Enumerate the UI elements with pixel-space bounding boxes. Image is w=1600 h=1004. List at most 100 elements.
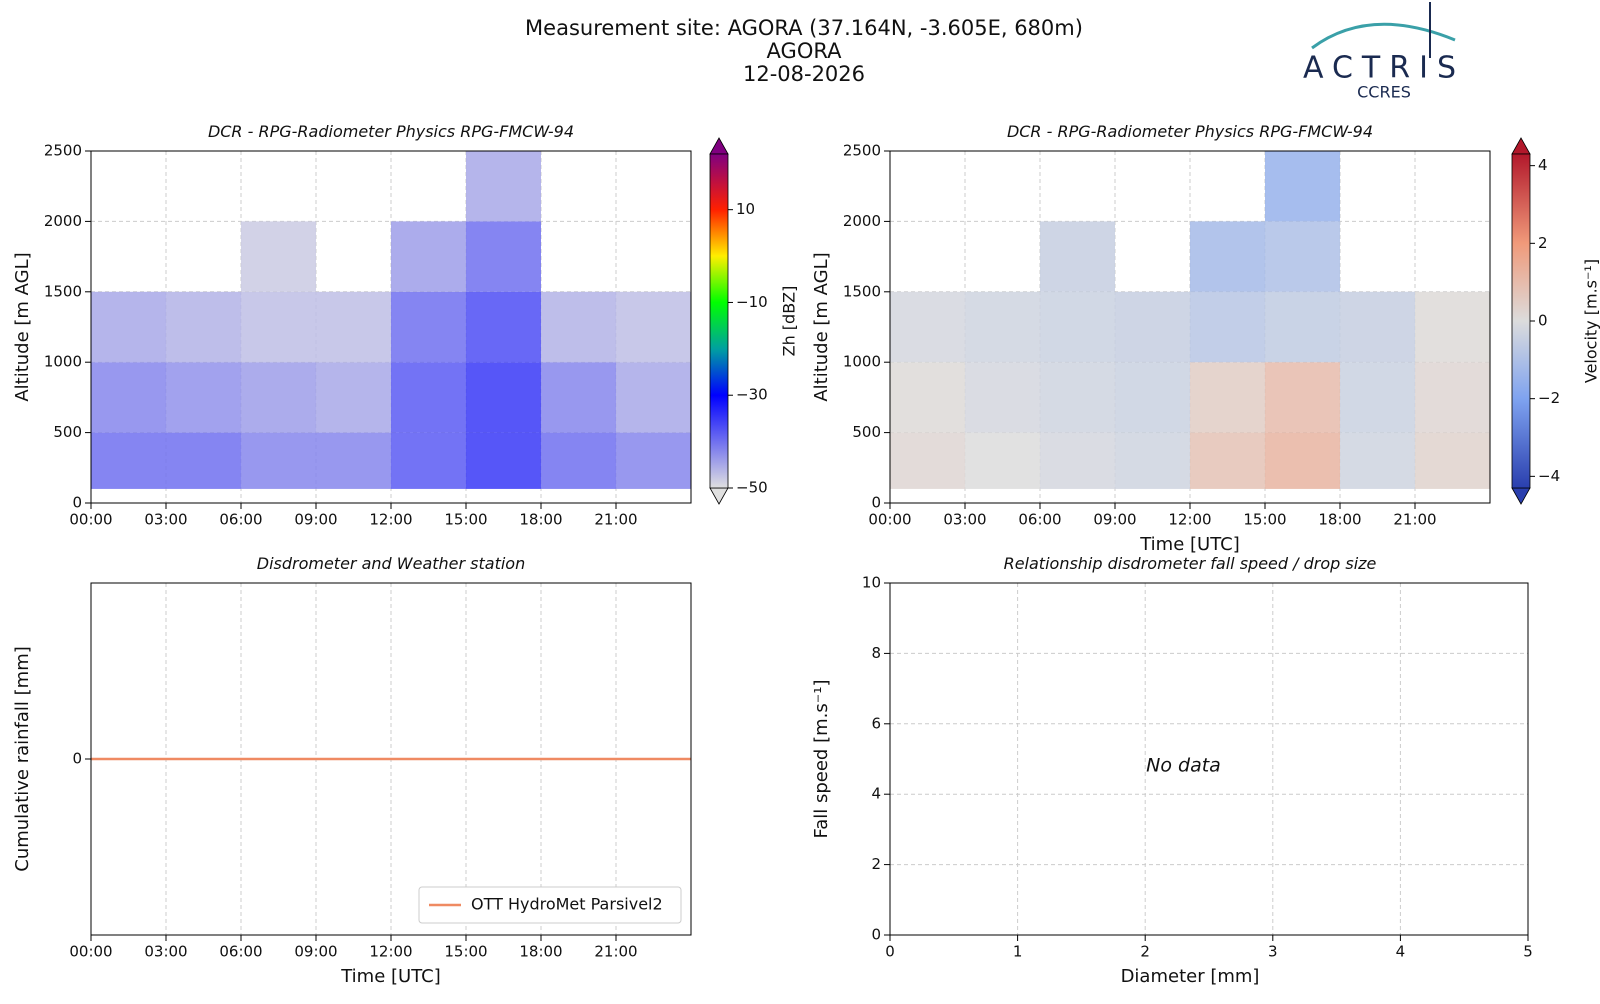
y-tick-label: 10 — [862, 574, 881, 592]
heat-cell — [241, 221, 316, 291]
y-tick-label: 1000 — [843, 353, 881, 371]
heat-cell — [965, 433, 1040, 489]
x-tick-label: 03:00 — [144, 511, 187, 529]
heat-cell — [91, 362, 166, 432]
heat-cell — [241, 433, 316, 489]
heat-cell — [1040, 221, 1115, 291]
heat-cell — [391, 292, 466, 362]
x-tick-label: 00:00 — [868, 511, 911, 529]
heat-cell — [890, 292, 965, 362]
y-axis-label: Altitude [m AGL] — [811, 252, 832, 401]
y-tick-label: 4 — [871, 785, 881, 803]
y-tick-label: 2500 — [44, 142, 82, 160]
heat-cell — [1340, 292, 1415, 362]
x-tick-label: 0 — [885, 943, 895, 961]
y-tick-label: 500 — [852, 423, 881, 441]
heat-cell — [466, 362, 541, 432]
y-axis-label: Cumulative rainfall [mm] — [12, 646, 33, 872]
colorbar-tick-label: −10 — [736, 293, 768, 311]
y-tick-label: 0 — [72, 494, 82, 512]
heat-cell — [316, 292, 391, 362]
heat-cell — [166, 433, 241, 489]
subplot-title: Disdrometer and Weather station — [257, 554, 525, 573]
heat-cell — [616, 292, 691, 362]
y-axis-label: Altitude [m AGL] — [12, 252, 33, 401]
x-tick-label: 12:00 — [369, 511, 412, 529]
x-tick-label: 06:00 — [1018, 511, 1061, 529]
x-tick-label: 21:00 — [1393, 511, 1436, 529]
x-tick-label: 06:00 — [219, 511, 262, 529]
heat-cell — [616, 433, 691, 489]
x-tick-label: 03:00 — [144, 943, 187, 961]
heat-cell — [1115, 362, 1190, 432]
x-tick-label: 00:00 — [69, 943, 112, 961]
colorbar-label: Zh [dBZ] — [780, 286, 799, 357]
x-tick-label: 18:00 — [519, 943, 562, 961]
x-tick-label: 09:00 — [294, 511, 337, 529]
y-tick-label: 2000 — [843, 212, 881, 230]
x-tick-label: 09:00 — [1093, 511, 1136, 529]
y-tick-label: 1000 — [44, 353, 82, 371]
heat-cell — [1190, 292, 1265, 362]
logo-name: ACTRIS — [1303, 51, 1465, 86]
subplot-title: Relationship disdrometer fall speed / dr… — [1004, 554, 1377, 573]
heat-cell — [316, 433, 391, 489]
x-axis-label: Time [UTC] — [340, 966, 441, 987]
heat-cell — [241, 292, 316, 362]
x-tick-label: 2 — [1140, 943, 1150, 961]
x-tick-label: 18:00 — [1318, 511, 1361, 529]
x-tick-label: 18:00 — [519, 511, 562, 529]
x-tick-label: 15:00 — [1243, 511, 1286, 529]
y-tick-label: 500 — [53, 423, 82, 441]
heat-cell — [391, 433, 466, 489]
x-tick-label: 12:00 — [369, 943, 412, 961]
y-tick-label: 2000 — [44, 212, 82, 230]
y-tick-label: 6 — [871, 714, 881, 732]
heat-cell — [1115, 433, 1190, 489]
y-tick-label: 0 — [72, 750, 82, 768]
colorbar-extend — [710, 488, 728, 504]
heat-cell — [1190, 433, 1265, 489]
annotation: No data — [1146, 755, 1221, 777]
heat-cell — [1415, 362, 1490, 432]
x-tick-label: 15:00 — [444, 511, 487, 529]
heat-cell — [91, 292, 166, 362]
heat-cell — [1265, 221, 1340, 291]
x-tick-label: 3 — [1268, 943, 1278, 961]
x-tick-label: 00:00 — [69, 511, 112, 529]
heat-cell — [1415, 433, 1490, 489]
x-tick-label: 21:00 — [594, 511, 637, 529]
y-tick-label: 8 — [871, 644, 881, 662]
heat-cell — [1340, 433, 1415, 489]
colorbar-label: Velocity [m.s⁻¹] — [1582, 259, 1600, 383]
heat-cell — [466, 433, 541, 489]
x-tick-label: 06:00 — [219, 943, 262, 961]
heat-cell — [91, 433, 166, 489]
x-tick-label: 21:00 — [594, 943, 637, 961]
y-tick-label: 0 — [871, 926, 881, 944]
heat-cell — [1415, 292, 1490, 362]
colorbar-tick-label: 10 — [736, 200, 755, 218]
colorbar-tick-label: −2 — [1538, 389, 1560, 407]
heat-cell — [1265, 362, 1340, 432]
heat-cell — [166, 292, 241, 362]
x-tick-label: 12:00 — [1168, 511, 1211, 529]
heat-cell — [965, 362, 1040, 432]
heat-cell — [1040, 292, 1115, 362]
heat-cell — [1040, 433, 1115, 489]
colorbar — [710, 154, 728, 488]
colorbar-extend — [1512, 488, 1530, 504]
x-tick-label: 1 — [1013, 943, 1023, 961]
x-tick-label: 03:00 — [943, 511, 986, 529]
heat-cell — [466, 292, 541, 362]
colorbar-tick-label: −50 — [736, 479, 768, 497]
heat-cell — [316, 362, 391, 432]
y-tick-label: 2500 — [843, 142, 881, 160]
y-tick-label: 1500 — [843, 282, 881, 300]
heat-cell — [466, 221, 541, 291]
x-tick-label: 15:00 — [444, 943, 487, 961]
heat-cell — [616, 362, 691, 432]
heat-cell — [166, 362, 241, 432]
colorbar-tick-label: 4 — [1538, 156, 1548, 174]
